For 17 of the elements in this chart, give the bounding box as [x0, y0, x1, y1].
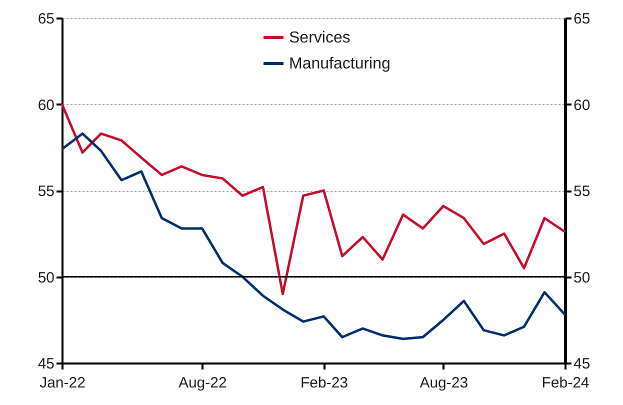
x-tick-label: Feb-23	[300, 374, 348, 392]
y-tick-label: 45	[38, 356, 54, 372]
x-tick-label: Aug-22	[178, 374, 227, 392]
y2-tick-label: 55	[574, 183, 590, 200]
y2-tick-label: 50	[574, 269, 590, 286]
x-tick-label: Aug-23	[420, 374, 468, 392]
y-tick-label: 60	[38, 96, 54, 114]
y-tick-label: 65	[38, 10, 54, 28]
y2-tick-label: 60	[574, 96, 590, 114]
x-tick-label: Jan-22	[40, 374, 86, 392]
legend-label: Services	[289, 30, 350, 46]
y-tick-label: 55	[38, 183, 54, 200]
x-tick-label: Feb-24	[542, 374, 590, 392]
y-tick-label: 50	[38, 269, 54, 286]
y2-tick-label: 45	[574, 356, 590, 372]
y2-tick-label: 65	[574, 10, 590, 28]
legend-label: Manufacturing	[289, 56, 390, 72]
